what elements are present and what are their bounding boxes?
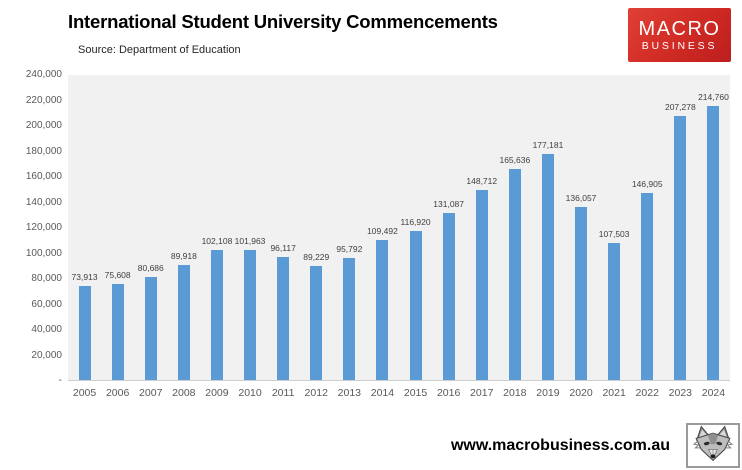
bar-2018 <box>508 169 521 380</box>
x-axis-label-2017: 2017 <box>470 387 494 399</box>
bar-2023 <box>674 116 687 380</box>
bar-2014 <box>376 240 389 380</box>
bar-value-label-2006: 75,608 <box>104 270 131 280</box>
bar-2011 <box>277 257 290 380</box>
bar-2016 <box>442 213 455 380</box>
chart-source-note: Source: Department of Education <box>78 44 241 56</box>
y-axis-label-240000: 240,000 <box>25 69 62 80</box>
bar-value-label-2013: 95,792 <box>336 244 363 254</box>
bar-2012 <box>310 266 323 380</box>
y-axis: 240,000 220,000 200,000 180,000 160,000 140,0… <box>0 69 62 386</box>
bar-value-label-2022: 146,905 <box>631 179 663 189</box>
x-axis-label-2011: 2011 <box>271 387 295 399</box>
y-axis-label-120000: 120,000 <box>25 222 62 233</box>
x-axis: 2005 2006 2007 2008 2009 2010 2011 2012 2013 2014… <box>68 386 730 402</box>
macrobusiness-logo-macro-text: MACRO <box>638 17 721 40</box>
macrobusiness-logo: MACRO BUSINESS <box>628 8 731 62</box>
y-axis-label-40000: 40,000 <box>31 324 62 335</box>
y-axis-label-140000: 140,000 <box>25 196 62 208</box>
bar-value-label-2024: 214,760 <box>698 92 729 102</box>
y-axis-label-200000: 200,000 <box>25 120 62 131</box>
bar-2017 <box>475 190 488 380</box>
y-axis-label-100000: 100,000 <box>25 247 62 259</box>
y-axis-label-20000: 20,000 <box>31 349 62 361</box>
y-axis-label-60000: 60,000 <box>31 298 62 310</box>
x-axis-label-2023: 2023 <box>668 387 693 399</box>
bar-value-label-2005: 73,913 <box>71 272 98 282</box>
x-axis-label-2012: 2012 <box>304 387 328 399</box>
bar-value-label-2008: 89,918 <box>170 251 197 261</box>
wolf-logo-icon <box>691 425 735 467</box>
bar-2021 <box>608 243 621 380</box>
x-axis-label-2014: 2014 <box>370 387 395 399</box>
x-axis-label-2020: 2020 <box>569 387 593 399</box>
y-axis-label-0: - <box>58 375 62 386</box>
y-axis-label-180000: 180,000 <box>25 145 62 157</box>
y-axis-label-220000: 220,000 <box>25 94 62 106</box>
bar-2013 <box>343 258 356 380</box>
x-axis-label-2016: 2016 <box>436 387 461 399</box>
x-axis-label-2018: 2018 <box>503 387 527 399</box>
bar-2019 <box>541 154 554 380</box>
bar-value-label-2011: 96,117 <box>270 243 296 253</box>
bar-2010 <box>244 250 257 380</box>
chart-title: International Student University Commenc… <box>68 11 498 32</box>
website-url: www.macrobusiness.com.au <box>450 437 670 454</box>
bar-2024 <box>707 106 720 380</box>
x-axis-label-2009: 2009 <box>205 387 229 399</box>
bar-2005 <box>78 286 91 380</box>
bar-value-label-2021: 107,503 <box>598 229 630 239</box>
x-axis-label-2021: 2021 <box>602 387 626 399</box>
bar-2020 <box>575 207 588 380</box>
bar-value-label-2023: 207,278 <box>664 102 696 112</box>
bar-2022 <box>641 193 654 380</box>
x-axis-label-2024: 2024 <box>701 387 726 399</box>
bar-2008 <box>177 265 190 380</box>
bar-value-label-2015: 116,920 <box>400 217 431 227</box>
wolf-logo-box <box>686 423 740 468</box>
macrobusiness-logo-business-text: BUSINESS <box>641 39 718 52</box>
bar-2015 <box>409 231 422 380</box>
bar-value-label-2020: 136,057 <box>565 193 597 203</box>
x-axis-label-2022: 2022 <box>635 387 659 399</box>
x-axis-label-2015: 2015 <box>403 387 428 399</box>
bar-2006 <box>111 284 124 380</box>
bar-value-label-2016: 131,087 <box>433 199 465 209</box>
bar-value-label-2014: 109,492 <box>367 226 398 236</box>
bar-value-label-2019: 177,181 <box>532 140 564 150</box>
bar-2009 <box>210 250 223 380</box>
y-axis-label-160000: 160,000 <box>25 171 62 182</box>
x-axis-label-2019: 2019 <box>536 387 560 399</box>
x-axis-label-2008: 2008 <box>172 387 196 399</box>
bar-value-label-2018: 165,636 <box>499 155 531 165</box>
x-axis-label-2007: 2007 <box>139 387 163 399</box>
bar-value-label-2012: 89,229 <box>303 252 330 262</box>
bar-2007 <box>144 277 157 380</box>
y-axis-label-80000: 80,000 <box>31 273 62 284</box>
x-axis-label-2013: 2013 <box>337 387 362 399</box>
bar-value-label-2010: 101,963 <box>234 236 266 246</box>
x-axis-label-2005: 2005 <box>72 387 97 399</box>
bar-value-label-2017: 148,712 <box>466 176 498 186</box>
bar-value-label-2007: 80,686 <box>137 263 164 273</box>
bar-value-label-2009: 102,108 <box>201 236 233 246</box>
bar-chart-plot-area: 73,913 75,608 80,686 89,918 102,108 101,963 96… <box>68 75 730 381</box>
x-axis-label-2006: 2006 <box>105 387 130 399</box>
x-axis-label-2010: 2010 <box>238 387 262 399</box>
